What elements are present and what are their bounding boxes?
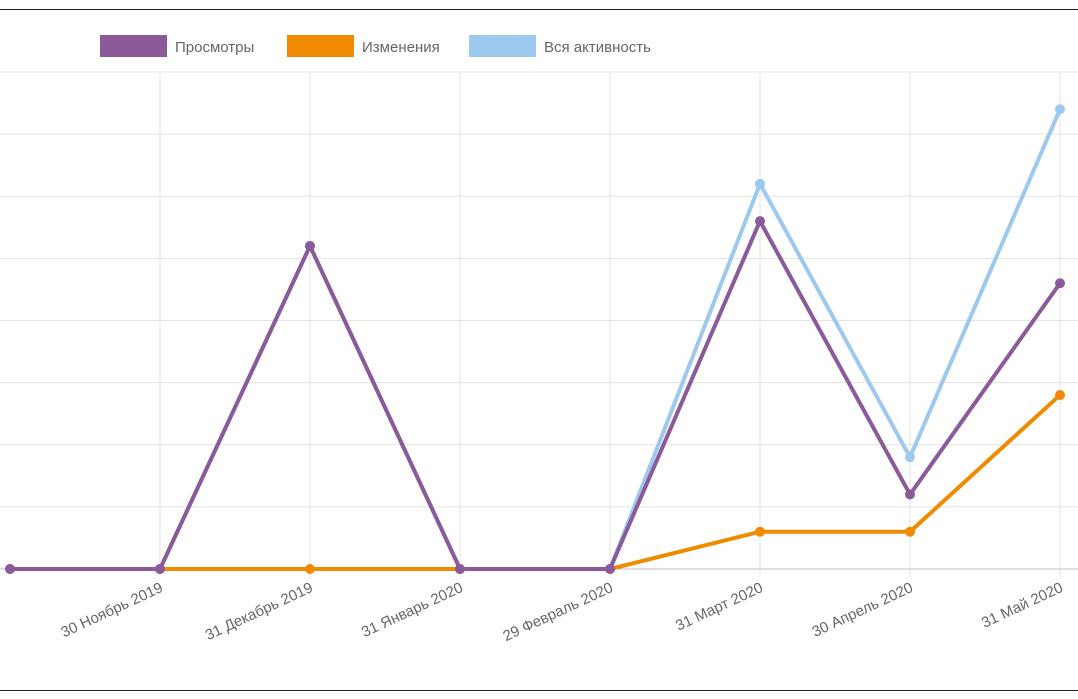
x-tick-label: 30 Апрель 2020: [809, 579, 915, 641]
data-point[interactable]: [305, 240, 315, 251]
x-tick-label: 31 Январь 2020: [359, 579, 466, 641]
x-tick-label: 31 Март 2020: [673, 579, 766, 634]
data-point[interactable]: [755, 178, 765, 189]
legend-swatch: [100, 35, 167, 57]
data-point[interactable]: [755, 216, 765, 227]
series-line: [8, 107, 1062, 571]
data-point[interactable]: [155, 564, 165, 574]
legend-item[interactable]: Вся активность: [469, 35, 651, 57]
grid-lines: [0, 71, 1078, 577]
data-point[interactable]: [305, 564, 315, 574]
legend-item[interactable]: Просмотры: [100, 35, 254, 57]
legend-swatch: [287, 35, 354, 57]
x-tick-label: 30 Ноябрь 2019: [58, 579, 165, 641]
x-tick-label: 29 Февраль 2020: [500, 579, 615, 645]
data-point[interactable]: [905, 489, 915, 500]
data-point[interactable]: [1055, 104, 1065, 115]
x-tick-label: 31 Май 2020: [979, 579, 1066, 632]
legend-swatch: [469, 35, 536, 57]
x-tick-labels: 30 Ноябрь 2019 31 Декабрь 2019 31 Январь 2…: [58, 579, 1065, 645]
legend-label: Вся активность: [544, 39, 651, 56]
x-tick-label: 31 Декабрь 2019: [203, 579, 316, 644]
data-point[interactable]: [455, 564, 465, 574]
data-point[interactable]: [755, 526, 765, 537]
legend-label: Изменения: [362, 39, 440, 56]
legend-item[interactable]: Изменения: [287, 35, 440, 57]
data-point[interactable]: [905, 526, 915, 537]
legend: Просмотры Изменения Вся активность: [100, 35, 651, 57]
data-point[interactable]: [5, 564, 15, 574]
top-border: [0, 9, 1078, 10]
series-line: [8, 219, 1062, 571]
data-point[interactable]: [905, 452, 915, 463]
bottom-border: [0, 690, 1078, 691]
legend-label: Просмотры: [175, 39, 254, 56]
data-point[interactable]: [605, 564, 615, 574]
data-point[interactable]: [1055, 390, 1065, 401]
data-point[interactable]: [1055, 278, 1065, 289]
series-lines: [5, 104, 1065, 574]
